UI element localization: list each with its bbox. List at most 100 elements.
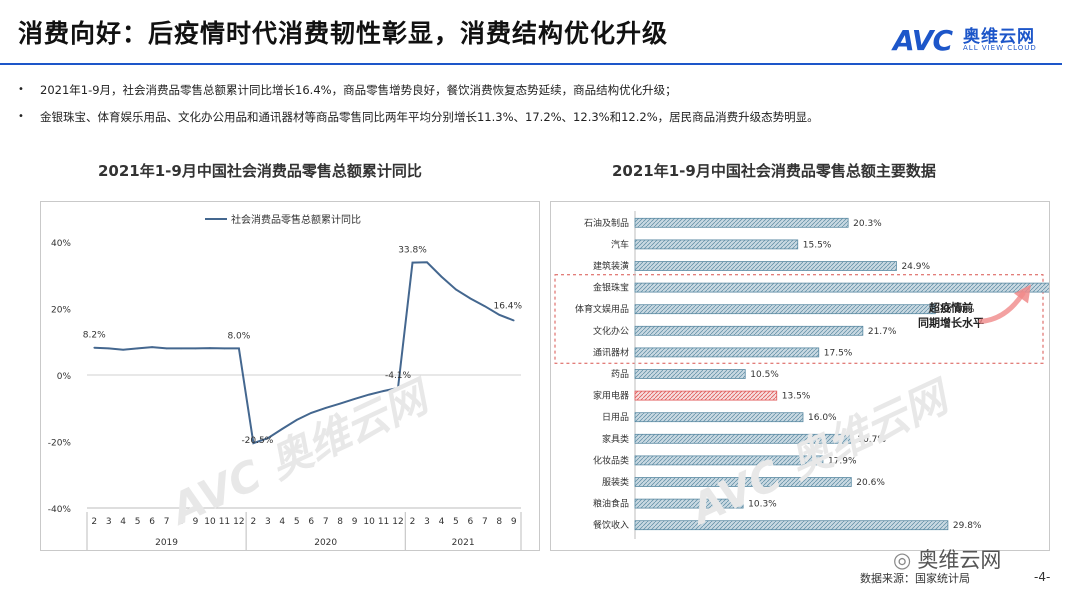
bar (634, 412, 804, 423)
data-point (426, 261, 428, 264)
data-point (209, 347, 211, 349)
data-point (512, 319, 515, 322)
x-tick-label: 7 (482, 517, 488, 527)
series-line (94, 261, 515, 445)
bar (634, 347, 820, 358)
data-point (107, 347, 110, 350)
x-tick-label: 6 (308, 517, 314, 527)
data-point (165, 347, 168, 350)
data-label: 33.8% (398, 246, 427, 256)
y-tick-label: 20% (51, 306, 71, 316)
data-point (368, 393, 370, 396)
year-label: 2021 (452, 538, 475, 548)
x-tick-label: 4 (120, 517, 126, 527)
x-tick-label: 3 (265, 517, 271, 527)
x-tick-label: 6 (149, 517, 155, 527)
bullet-text: 2021年1-9月，社会消费品零售总额累计同比增长16.4%，商品零售增势良好，… (40, 82, 677, 97)
data-point (484, 305, 486, 307)
value-label: 24.9% (901, 262, 930, 272)
x-tick-label: 7 (164, 517, 170, 527)
bar (634, 369, 746, 379)
data-point (411, 261, 414, 264)
category-label: 文化办公 (593, 325, 629, 337)
category-label: 家具类 (602, 433, 629, 445)
x-tick-label: 5 (135, 517, 141, 527)
category-label: 日用品 (602, 412, 629, 423)
bar (634, 498, 744, 509)
bullet-item: • 2021年1-9月，社会消费品零售总额累计同比增长16.4%，商品零售增势良… (18, 76, 1068, 103)
value-label: 15.5% (803, 240, 832, 250)
category-label: 通讯器材 (593, 346, 629, 358)
y-tick-label: -20% (48, 439, 72, 449)
value-label: 16.0% (808, 413, 837, 423)
value-label: 21.7% (868, 327, 897, 337)
callout-text: 同期增长水平 (918, 315, 984, 329)
x-tick-label: 2 (410, 517, 416, 527)
value-label: 28.60% (940, 305, 975, 315)
y-tick-label: 0% (57, 372, 72, 382)
value-label: 13.5% (782, 392, 811, 402)
data-point (122, 348, 124, 351)
data-point (353, 398, 356, 400)
data-point (151, 346, 153, 348)
bar-chart-title: 2021年1-9月中国社会消费品零售总额主要数据 (612, 162, 936, 180)
category-label: 服装类 (602, 476, 629, 488)
page-title: 消费向好：后疫情时代消费韧性彰显，消费结构优化升级 (18, 19, 669, 48)
bar (634, 325, 864, 336)
data-label: -4.1% (385, 371, 412, 381)
x-tick-label: 10 (204, 517, 216, 527)
data-label: 8.0% (227, 331, 250, 341)
bar-chart-panel: 石油及制品20.3%汽车15.5%建筑装潢24.9%金银珠宝41.6%体育文娱用… (550, 201, 1080, 551)
x-tick-label: 11 (219, 517, 230, 527)
line-chart: 40%20%0%-20%-40%2 3 4 5 6 7 8 9 10 11 12 2 3 4 5 6 7 8 9 10… (48, 213, 523, 550)
data-point (267, 437, 269, 439)
bar (634, 390, 778, 401)
data-point (455, 288, 457, 291)
year-label: 2020 (314, 538, 337, 548)
bar (634, 239, 799, 250)
x-tick-label: 2 (91, 517, 97, 527)
data-point (339, 402, 341, 405)
x-tick-label: 9 (511, 517, 517, 527)
category-label: 药品 (611, 369, 629, 380)
x-tick-label: 11 (378, 517, 389, 527)
line-chart-title: 2021年1-9月中国社会消费品零售总额累计同比 (98, 162, 422, 180)
category-label: 化妆品类 (593, 454, 629, 466)
data-point (295, 419, 298, 421)
bullet-dot-icon: • (18, 84, 24, 95)
bullet-item: • 金银珠宝、体育娱乐用品、文化办公用品和通讯器材等商品零售同比两年平均分别增长… (18, 103, 1068, 130)
logo-cn: 奥维云网 (963, 27, 1035, 47)
brand-logo: AVC 奥维云网 ALL VIEW CLOUD (893, 22, 1063, 58)
value-label: 17.9% (828, 456, 857, 466)
value-label: 10.5% (750, 370, 779, 380)
x-tick-label: 12 (392, 517, 403, 527)
page-number: -4- (1034, 570, 1051, 584)
x-tick-label: 4 (439, 517, 445, 527)
summary-bullets: • 2021年1-9月，社会消费品零售总额累计同比增长16.4%，商品零售增势良… (18, 76, 1068, 130)
category-label: 石油及制品 (584, 217, 629, 229)
value-label: 20.3% (853, 219, 882, 229)
source-note: 数据来源：国家统计局 (860, 572, 970, 585)
logo-en: ALL VIEW CLOUD (963, 44, 1037, 52)
data-point (194, 347, 197, 350)
data-point (397, 387, 399, 389)
legend-label: 社会消费品零售总额累计同比 (231, 213, 361, 226)
category-label: 粮油食品 (593, 498, 629, 510)
bullet-dot-icon: • (18, 111, 24, 122)
value-label: 20.6% (856, 478, 885, 488)
x-tick-label: 3 (424, 517, 430, 527)
data-label: -20.5% (241, 436, 273, 446)
year-label: 2019 (155, 538, 178, 548)
value-label: 20.7% (857, 435, 886, 445)
callout-text: 超疫情前 (928, 300, 973, 314)
x-tick-label: 2 (250, 517, 256, 527)
wechat-icon: ◎ (893, 548, 912, 572)
data-point (93, 346, 96, 349)
bar (634, 433, 853, 444)
data-point (469, 297, 472, 300)
data-label: 8.2% (83, 331, 106, 341)
x-tick-label: 9 (193, 517, 199, 527)
x-tick-label: 9 (352, 517, 358, 527)
data-label: 16.4% (493, 301, 522, 311)
bar-chart: 石油及制品20.3%汽车15.5%建筑装潢24.9%金银珠宝41.6%体育文娱用… (554, 211, 1080, 539)
